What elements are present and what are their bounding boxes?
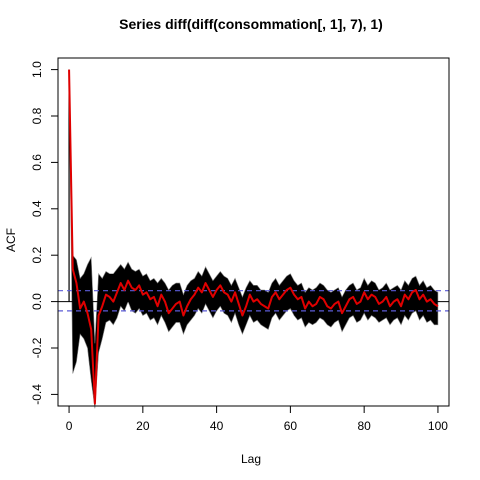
acf-band-group	[68, 69, 439, 409]
x-axis-label: Lag	[241, 452, 261, 466]
y-tick-label: 0.6	[30, 154, 44, 171]
mean-line-group	[68, 69, 439, 405]
x-tick-label: 100	[428, 419, 448, 433]
x-tick-label: 40	[210, 419, 224, 433]
y-tick-label: 0.0	[30, 293, 44, 310]
x-tick-label: 0	[66, 419, 73, 433]
acf-envelope	[68, 69, 439, 409]
y-tick-label: 0.4	[30, 200, 44, 217]
y-tick-label: 0.2	[30, 247, 44, 264]
chart-title: Series diff(diff(consommation[, 1], 7), …	[119, 16, 383, 32]
y-tick-label: 1.0	[30, 61, 44, 78]
x-tick-label: 20	[136, 419, 150, 433]
y-axis-label: ACF	[4, 228, 18, 252]
mean-acf-line	[68, 69, 439, 405]
plot-frame	[57, 57, 450, 407]
x-tick-label: 60	[284, 419, 298, 433]
y-tick-label: 0.8	[30, 107, 44, 124]
y-tick-label: -0.2	[30, 337, 44, 358]
x-axis: 0 20 40 60 80 100	[66, 405, 448, 433]
y-axis: -0.4 -0.2 0.0 0.2 0.4 0.6 0.8 1.0	[30, 61, 59, 405]
x-tick-label: 80	[357, 419, 371, 433]
y-tick-label: -0.4	[30, 384, 44, 405]
